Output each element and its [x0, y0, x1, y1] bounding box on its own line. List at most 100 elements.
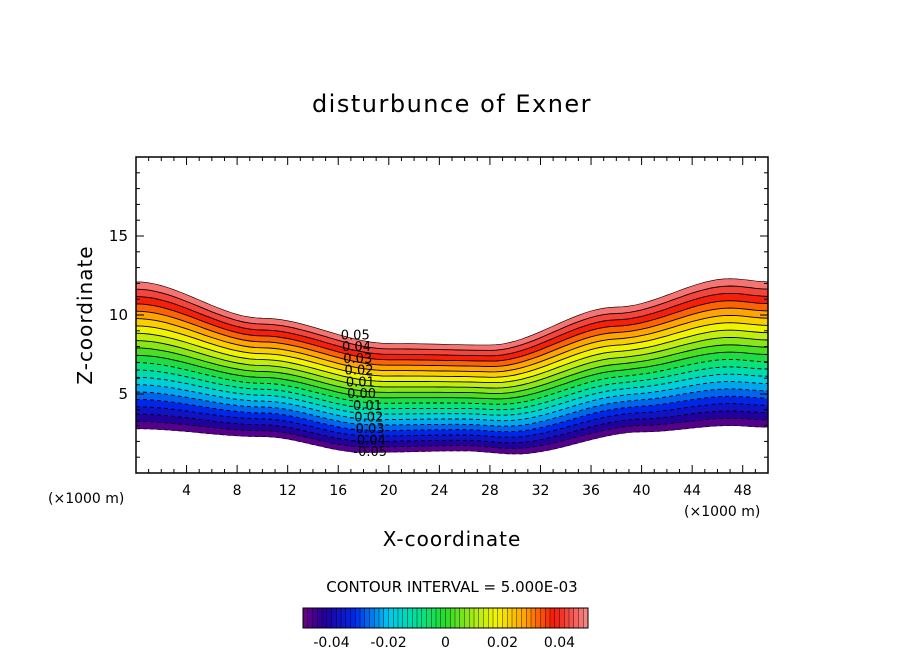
contour-line	[135, 359, 769, 405]
x-axis-ticks: 4 8 12 16 20 24 28 32 36 40 44 48	[148, 157, 756, 499]
colorbar-cell	[412, 607, 418, 629]
contour-label: -0.04	[352, 434, 386, 449]
colorbar-cell	[492, 607, 499, 629]
x-tick-label: 24	[430, 483, 448, 499]
contour-line	[135, 329, 769, 384]
colorbar-cell	[321, 607, 328, 629]
colorbar-cell	[469, 607, 475, 629]
contour-label: -0.02	[350, 410, 384, 425]
contour-fill-layer	[135, 278, 769, 455]
x-tick-label: 44	[683, 483, 701, 499]
x-tick-label: 12	[279, 483, 297, 499]
contour-interval-label: CONTOUR INTERVAL = 5.000E-03	[326, 578, 577, 596]
x-unit-left: (×1000 m)	[48, 491, 124, 507]
contour-line	[135, 292, 769, 357]
x-tick-label: 40	[633, 483, 651, 499]
contour-line	[136, 425, 769, 455]
colorbar-cell	[302, 607, 309, 629]
y-axis-ticks: 5 10 15	[109, 172, 768, 458]
colorbar-cell	[421, 607, 428, 629]
colorbar-cell	[478, 607, 485, 629]
contour-line	[135, 300, 769, 362]
colorbar-cell	[345, 607, 352, 629]
x-tick-label: 28	[481, 483, 499, 499]
contour-line	[135, 366, 769, 411]
y-tick-label: 5	[118, 385, 128, 403]
x-unit-right: (×1000 m)	[684, 504, 760, 520]
colorbar-cell	[573, 607, 580, 629]
x-axis-label: X-coordinate	[383, 527, 522, 551]
contour-labels: 0.050.040.030.020.010.00-0.01-0.02-0.03-…	[341, 328, 387, 460]
contour-label: 0.04	[342, 340, 371, 355]
colorbar-cell	[459, 607, 466, 629]
contour-label: 0.05	[341, 328, 370, 343]
colorbar-cell	[431, 607, 437, 629]
contour-lines-layer	[135, 278, 769, 455]
colorbar-cell	[350, 607, 356, 629]
colorbar-tick-label: 0	[441, 635, 450, 651]
colorbar-cell	[545, 607, 551, 629]
y-tick-label: 15	[109, 227, 128, 245]
colorbar-cell	[578, 607, 584, 629]
colorbar-cell	[312, 607, 318, 629]
colorbar-cell	[388, 607, 394, 629]
colorbar-cell	[516, 607, 523, 629]
contour-label: -0.05	[353, 445, 387, 460]
contour-line	[135, 373, 769, 416]
colorbar-cell	[450, 607, 456, 629]
colorbar-cell	[393, 607, 399, 629]
colorbar-frame	[302, 607, 589, 629]
contour-label: 0.03	[343, 352, 372, 367]
colorbar-tick-labels: -0.04 -0.02 0 0.02 0.04	[313, 635, 575, 651]
contour-line	[135, 403, 769, 438]
contour-line	[135, 351, 769, 400]
colorbar	[302, 607, 589, 629]
colorbar-cell	[445, 607, 451, 629]
colorbar-tick-label: -0.04	[313, 635, 349, 651]
colorbar-cell	[549, 607, 556, 629]
colorbar-cell	[307, 607, 314, 629]
colorbar-cell	[559, 607, 565, 629]
colorbar-cell	[521, 607, 527, 629]
contour-line	[135, 344, 769, 394]
colorbar-cell	[416, 607, 423, 629]
x-tick-label: 20	[380, 483, 398, 499]
colorbar-cell	[464, 607, 470, 629]
y-axis-label: Z-coordinate	[73, 245, 97, 384]
contour-line	[135, 381, 769, 422]
colorbar-cell	[402, 607, 409, 629]
contour-label: 0.01	[346, 375, 375, 390]
colorbar-cell	[454, 607, 461, 629]
colorbar-cell	[511, 607, 518, 629]
contour-label: 0.00	[347, 387, 376, 402]
colorbar-cell	[540, 607, 546, 629]
colorbar-cell	[331, 607, 337, 629]
x-tick-label: 16	[329, 483, 347, 499]
colorbar-cell	[488, 607, 494, 629]
colorbar-cell	[530, 607, 537, 629]
colorbar-cell	[502, 607, 508, 629]
contour-line	[135, 322, 769, 378]
contour-label: 0.02	[345, 364, 374, 379]
colorbar-cell	[317, 607, 323, 629]
contour-line	[136, 410, 769, 444]
colorbar-tick-label: -0.02	[370, 635, 406, 651]
x-tick-label: 48	[734, 483, 752, 499]
contour-label: -0.03	[351, 422, 385, 437]
colorbar-cell	[554, 607, 561, 629]
colorbar-cell	[383, 607, 390, 629]
colorbar-cell	[473, 607, 480, 629]
chart-title: disturbunce of Exner	[312, 90, 592, 118]
contour-line	[135, 285, 769, 351]
colorbar-cell	[336, 607, 342, 629]
colorbar-cell	[326, 607, 333, 629]
contour-line	[135, 395, 769, 433]
colorbar-tick-label: 0.02	[487, 635, 518, 651]
colorbar-cell	[378, 607, 385, 629]
colorbar-cell	[374, 607, 380, 629]
y-tick-label: 10	[109, 306, 128, 324]
x-tick-label: 4	[182, 483, 191, 499]
colorbar-cell	[564, 607, 570, 629]
colorbar-cell	[497, 607, 504, 629]
